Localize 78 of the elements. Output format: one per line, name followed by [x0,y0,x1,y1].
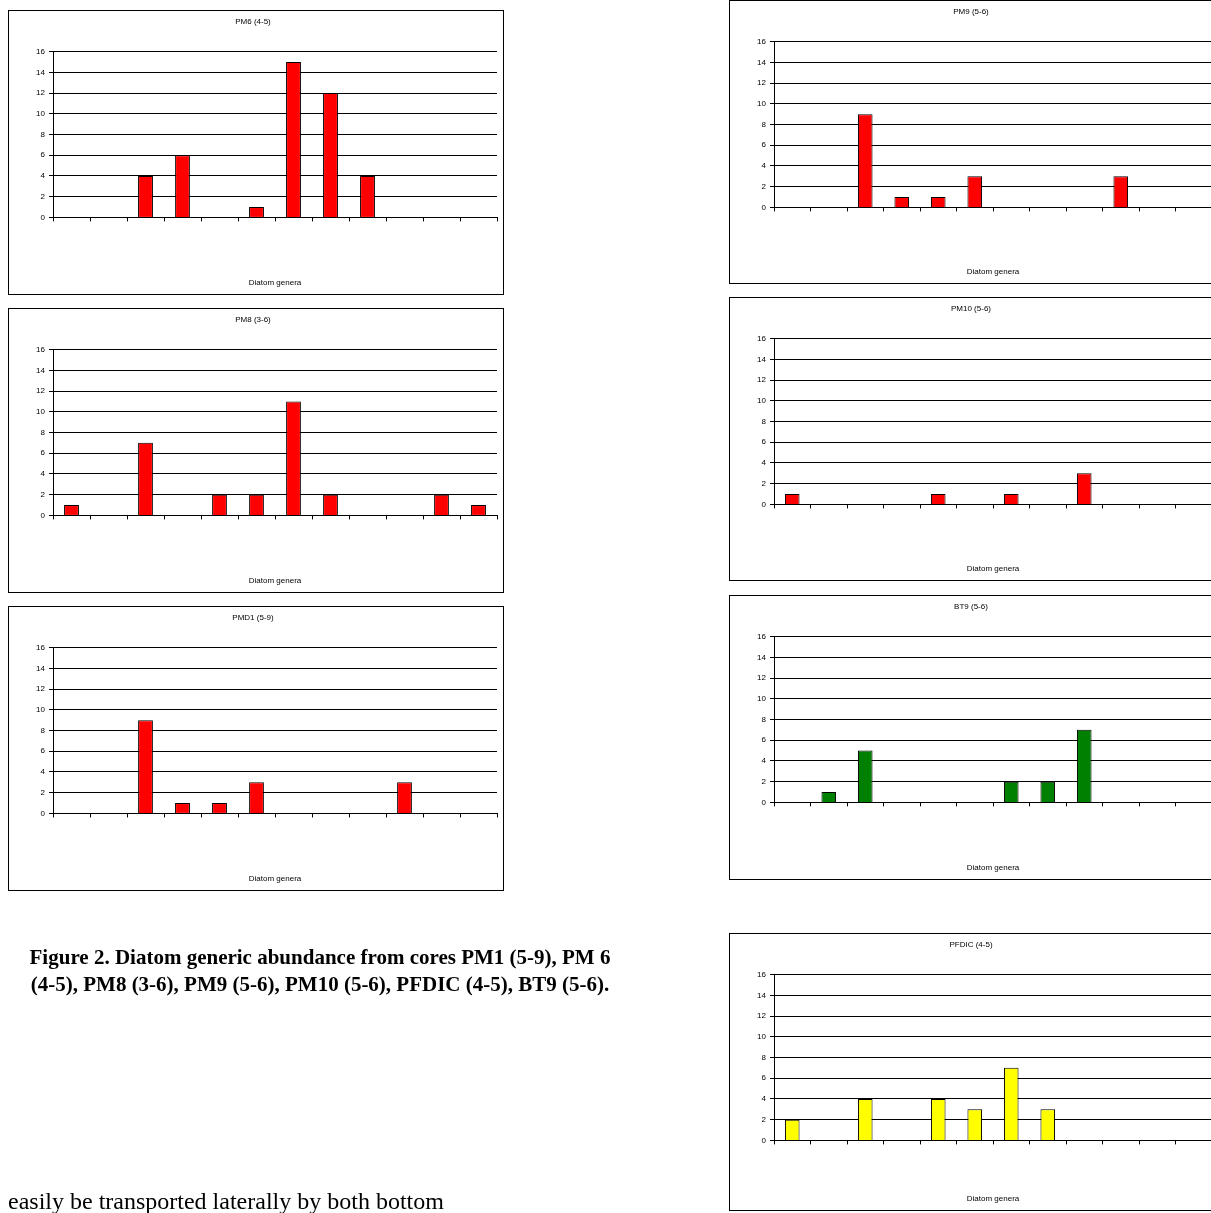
y-tick-label: 8 [40,427,46,437]
y-tick-label: 6 [761,735,767,745]
y-tick-label: 12 [757,673,767,683]
x-axis-title: Diatom genera [248,576,302,586]
y-tick-label: 10 [757,395,767,405]
y-tick-label: 14 [36,663,46,673]
y-tick-label: 4 [761,1094,767,1104]
y-tick-label: 4 [761,161,767,171]
y-tick-label: 12 [36,386,46,396]
y-tick-label: 4 [40,469,46,479]
chart-title: PM9 (5-6) [953,7,990,16]
x-axis-title: Diatom genera [248,874,302,884]
y-tick-label: 14 [757,990,767,1000]
y-tick-label: 10 [36,406,46,416]
y-tick-label: 6 [40,150,46,160]
y-tick-label: 2 [40,191,46,201]
x-axis-title: Diatom genera [966,863,1020,873]
y-tick-label: 12 [757,78,767,88]
y-tick-label: 2 [761,181,767,191]
y-tick-label: 12 [36,684,46,694]
y-tick-label: 0 [40,510,46,520]
y-tick-label: 6 [761,140,767,150]
x-axis-title: Diatom genera [966,1194,1020,1204]
y-tick-label: 4 [40,171,46,181]
y-tick-label: 6 [40,746,46,756]
y-tick-label: 8 [40,725,46,735]
y-tick-label: 12 [757,1011,767,1021]
chart-title: PM6 (4-5) [235,17,272,26]
chart-title: PFDIC (4-5) [949,940,993,949]
y-tick-label: 16 [757,333,767,343]
y-tick-label: 14 [36,67,46,77]
y-tick-label: 10 [757,98,767,108]
y-tick-label: 4 [761,458,767,468]
y-tick-label: 8 [761,714,767,724]
y-tick-label: 2 [761,1114,767,1124]
chart-title: BT9 (5-6) [954,602,989,611]
y-tick-label: 16 [757,36,767,46]
y-tick-label: 8 [761,1052,767,1062]
y-tick-label: 0 [761,202,767,212]
y-tick-label: 12 [757,375,767,385]
y-tick-label: 8 [40,129,46,139]
x-axis-title: Diatom genera [248,278,302,288]
chart-title: PMD1 (5-9) [232,613,274,622]
y-tick-label: 12 [36,88,46,98]
chart-title: PM8 (3-6) [235,315,272,324]
y-tick-label: 16 [757,969,767,979]
y-tick-label: 4 [40,767,46,777]
y-tick-label: 10 [36,108,46,118]
y-tick-label: 8 [761,119,767,129]
y-tick-label: 16 [36,46,46,56]
y-tick-label: 2 [761,478,767,488]
y-tick-label: 16 [36,344,46,354]
x-axis-title: Diatom genera [966,267,1020,277]
y-tick-label: 2 [761,776,767,786]
y-tick-label: 2 [40,787,46,797]
y-tick-label: 0 [761,499,767,509]
y-tick-label: 0 [40,212,46,222]
y-tick-label: 6 [761,1073,767,1083]
caption: Figure 2. Diatom generic abundance from cores PM1 (5-9), PM 6 (4-5), PM8 (3-6), PM9 (5-6), PM10 (5-6), PFDIC (4-5), BT9 (5-6). [28,944,612,998]
y-tick-label: 8 [761,416,767,426]
y-tick-label: 0 [40,808,46,818]
y-tick-label: 14 [757,652,767,662]
y-tick-label: 16 [757,631,767,641]
y-tick-label: 4 [761,756,767,766]
y-tick-label: 14 [757,354,767,364]
y-tick-label: 6 [40,448,46,458]
y-tick-label: 10 [757,1031,767,1041]
y-tick-label: 14 [36,365,46,375]
y-tick-label: 10 [36,704,46,714]
y-tick-label: 0 [761,1135,767,1145]
x-axis-title: Diatom genera [966,564,1020,574]
y-tick-label: 6 [761,437,767,447]
y-tick-label: 0 [761,797,767,807]
y-tick-label: 2 [40,489,46,499]
y-tick-label: 10 [757,693,767,703]
chart-title: PM10 (5-6) [950,304,992,313]
y-tick-label: 14 [757,57,767,67]
y-tick-label: 16 [36,642,46,652]
